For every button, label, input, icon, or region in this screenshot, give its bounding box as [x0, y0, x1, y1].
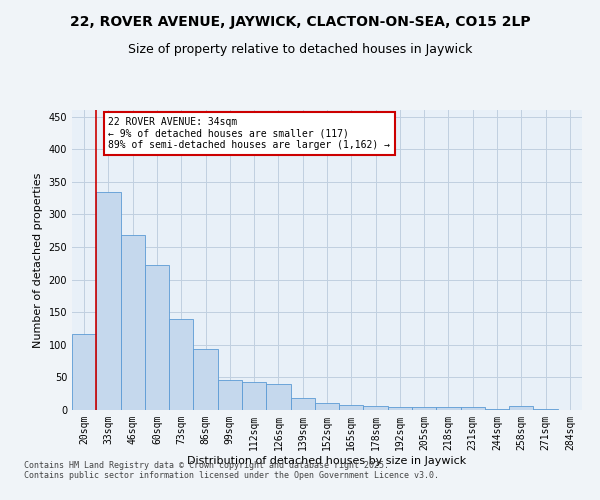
Bar [364, 406, 388, 410]
Bar [533, 408, 558, 410]
Bar [485, 408, 509, 410]
Bar [121, 235, 145, 410]
Bar [339, 405, 364, 410]
Bar [169, 318, 193, 410]
Bar [266, 384, 290, 410]
Bar [72, 334, 96, 410]
Bar [96, 192, 121, 410]
Bar [412, 408, 436, 410]
Text: Contains HM Land Registry data © Crown copyright and database right 2025.
Contai: Contains HM Land Registry data © Crown c… [24, 460, 439, 480]
Bar [509, 406, 533, 410]
Y-axis label: Number of detached properties: Number of detached properties [33, 172, 43, 348]
Bar [193, 350, 218, 410]
Bar [145, 265, 169, 410]
Bar [218, 380, 242, 410]
X-axis label: Distribution of detached houses by size in Jaywick: Distribution of detached houses by size … [187, 456, 467, 466]
Text: Size of property relative to detached houses in Jaywick: Size of property relative to detached ho… [128, 42, 472, 56]
Text: 22, ROVER AVENUE, JAYWICK, CLACTON-ON-SEA, CO15 2LP: 22, ROVER AVENUE, JAYWICK, CLACTON-ON-SE… [70, 15, 530, 29]
Text: 22 ROVER AVENUE: 34sqm
← 9% of detached houses are smaller (117)
89% of semi-det: 22 ROVER AVENUE: 34sqm ← 9% of detached … [109, 116, 391, 150]
Bar [315, 403, 339, 410]
Bar [461, 408, 485, 410]
Bar [436, 408, 461, 410]
Bar [242, 382, 266, 410]
Bar [388, 406, 412, 410]
Bar [290, 398, 315, 410]
